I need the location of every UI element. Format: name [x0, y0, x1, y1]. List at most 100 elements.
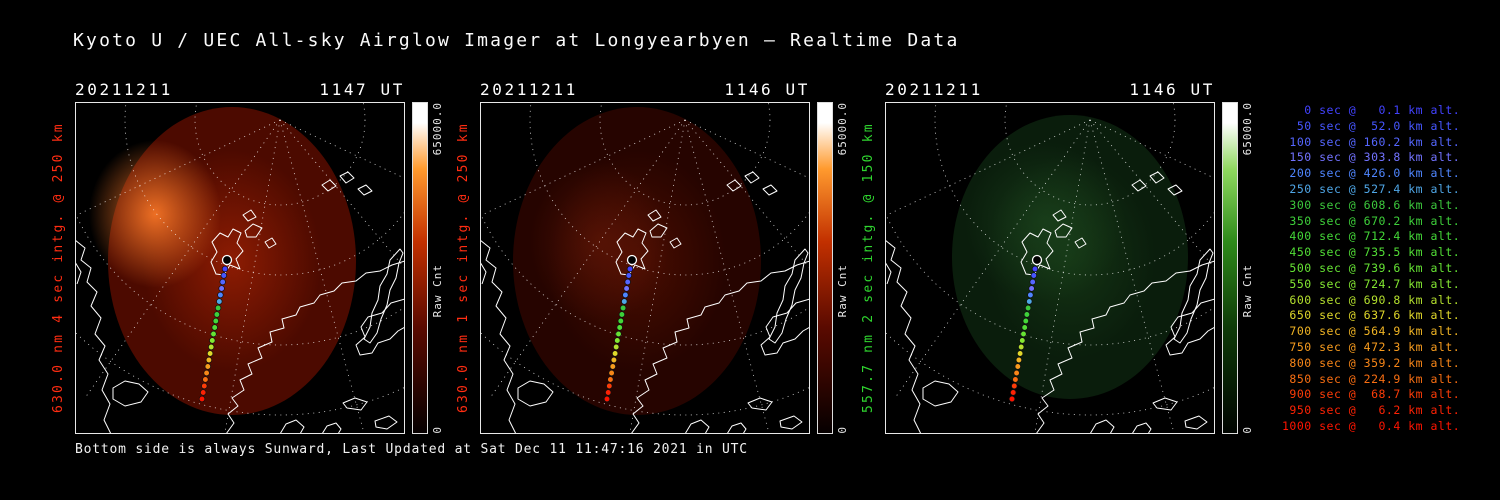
station-dot	[626, 254, 638, 266]
trajectory-dot	[219, 278, 226, 286]
trajectory-dot	[220, 272, 227, 279]
trajectory-dot	[622, 291, 629, 299]
allsky-map: 630.0 nm 1 sec intg. @ 250 km	[456, 102, 849, 434]
trajectory-dot	[1022, 317, 1029, 325]
trajectory-dot	[221, 265, 229, 273]
trajectory-dot	[198, 395, 206, 403]
legend-row: 100 sec @ 160.2 km alt.	[1282, 134, 1461, 149]
panel-time: 1147 UT	[319, 80, 405, 99]
colorbar-units: Raw Cnt	[836, 264, 849, 318]
wavelength-label: 630.0 nm 1 sec intg. @ 250 km	[456, 122, 471, 414]
trajectory-dot	[1015, 356, 1023, 364]
panel-time: 1146 UT	[1129, 80, 1215, 99]
trajectory-dot	[1020, 330, 1027, 338]
colorbar-units: Raw Cnt	[431, 264, 444, 318]
trajectory-dot	[619, 304, 627, 312]
panel-header: 20211211 1146 UT	[885, 80, 1215, 102]
legend-row: 200 sec @ 426.0 km alt.	[1282, 166, 1461, 181]
trajectory-dot	[1014, 363, 1021, 370]
station-dot	[221, 254, 233, 266]
trajectory-dot	[1021, 324, 1028, 331]
legend-row: 300 sec @ 608.6 km alt.	[1282, 197, 1461, 212]
legend-row: 650 sec @ 637.6 km alt.	[1282, 308, 1461, 323]
map-border	[75, 102, 405, 434]
allsky-panel-630nm-1sec: 20211211 1146 UT 630.0 nm 1 sec intg. @ …	[456, 80, 849, 434]
colorbar	[412, 102, 428, 434]
colorbar-min: 0	[1241, 426, 1254, 434]
panel-date: 20211211	[885, 80, 983, 99]
trajectory-dot	[214, 304, 222, 312]
trajectory-dot	[621, 298, 628, 305]
allsky-panel-630nm-4sec: 20211211 1147 UT 630.0 nm 4 sec intg. @ …	[51, 80, 444, 434]
trajectory-dot	[625, 272, 632, 279]
trajectory-dot	[626, 265, 634, 273]
trajectory-dot	[218, 285, 225, 292]
allsky-map: 557.7 nm 2 sec intg. @ 150 km	[861, 102, 1254, 434]
colorbar	[1222, 102, 1238, 434]
legend-row: 950 sec @ 6.2 km alt.	[1282, 403, 1461, 418]
wavelength-label: 630.0 nm 4 sec intg. @ 250 km	[51, 122, 66, 414]
trajectory-dot	[617, 317, 624, 325]
trajectory-dot	[1008, 395, 1016, 403]
allsky-map-canvas	[75, 102, 405, 434]
trajectory-dot	[210, 330, 217, 338]
allsky-map: 630.0 nm 4 sec intg. @ 250 km	[51, 102, 444, 434]
trajectory-dot	[1010, 389, 1017, 396]
airglow-hotspot	[530, 162, 670, 322]
trajectory-dot	[201, 382, 208, 390]
trajectory-dot	[623, 285, 630, 292]
airglow-hotspot	[89, 140, 221, 288]
trajectory-dot	[1027, 291, 1034, 299]
legend-row: 250 sec @ 527.4 km alt.	[1282, 181, 1461, 196]
legend-row: 550 sec @ 724.7 km alt.	[1282, 276, 1461, 291]
wavelength-label: 557.7 nm 2 sec intg. @ 150 km	[861, 122, 876, 414]
trajectory-dot	[1031, 265, 1039, 273]
trajectory-legend: 0 sec @ 0.1 km alt. 50 sec @ 52.0 km alt…	[1282, 103, 1460, 435]
trajectory-dot	[624, 278, 631, 286]
map-border	[480, 102, 810, 434]
allsky-panel-557nm-2sec: 20211211 1146 UT 557.7 nm 2 sec intg. @ …	[861, 80, 1254, 434]
legend-row: 500 sec @ 739.6 km alt.	[1282, 260, 1461, 275]
trajectory-dot	[1016, 350, 1024, 357]
trajectory-dot	[1011, 382, 1018, 390]
colorbar-max: 65000.0	[431, 102, 444, 156]
trajectory-dot	[1026, 298, 1033, 305]
colorbar-labels: 65000.0 Raw Cnt 0	[1241, 102, 1254, 434]
legend-row: 350 sec @ 670.2 km alt.	[1282, 213, 1461, 228]
page-title: Kyoto U / UEC All-sky Airglow Imager at …	[73, 30, 960, 51]
footer-note: Bottom side is always Sunward, Last Upda…	[75, 442, 748, 457]
legend-row: 900 sec @ 68.7 km alt.	[1282, 387, 1461, 402]
trajectory-dot	[613, 343, 620, 351]
trajectory-dot	[1024, 304, 1032, 312]
trajectory-dot	[607, 376, 614, 383]
colorbar-min: 0	[836, 426, 849, 434]
trajectory-dot	[202, 376, 209, 383]
legend-row: 600 sec @ 690.8 km alt.	[1282, 292, 1461, 307]
colorbar-labels: 65000.0 Raw Cnt 0	[836, 102, 849, 434]
colorbar-labels: 65000.0 Raw Cnt 0	[431, 102, 444, 434]
airglow-hotspot	[965, 142, 1125, 302]
panel-header: 20211211 1147 UT	[75, 80, 405, 102]
allsky-map-canvas	[885, 102, 1215, 434]
trajectory-dot	[212, 317, 219, 325]
colorbar-units: Raw Cnt	[1241, 264, 1254, 318]
station-dot	[1031, 254, 1043, 266]
legend-row: 700 sec @ 564.9 km alt.	[1282, 324, 1461, 339]
legend-row: 750 sec @ 472.3 km alt.	[1282, 339, 1461, 354]
trajectory-dot	[616, 324, 623, 331]
legend-row: 0 sec @ 0.1 km alt.	[1282, 103, 1461, 117]
rocket-trajectory	[603, 265, 634, 403]
colorbar-min: 0	[431, 426, 444, 434]
panel-header: 20211211 1146 UT	[480, 80, 810, 102]
trajectory-dot	[614, 337, 621, 344]
rocket-trajectory	[198, 265, 229, 403]
trajectory-dot	[205, 356, 213, 364]
rocket-trajectory	[1008, 265, 1039, 403]
legend-row: 400 sec @ 712.4 km alt.	[1282, 229, 1461, 244]
legend-row: 800 sec @ 359.2 km alt.	[1282, 355, 1461, 370]
trajectory-dot	[1018, 343, 1025, 351]
trajectory-dot	[204, 363, 211, 370]
trajectory-dot	[211, 324, 218, 331]
trajectory-dot	[1030, 272, 1037, 279]
